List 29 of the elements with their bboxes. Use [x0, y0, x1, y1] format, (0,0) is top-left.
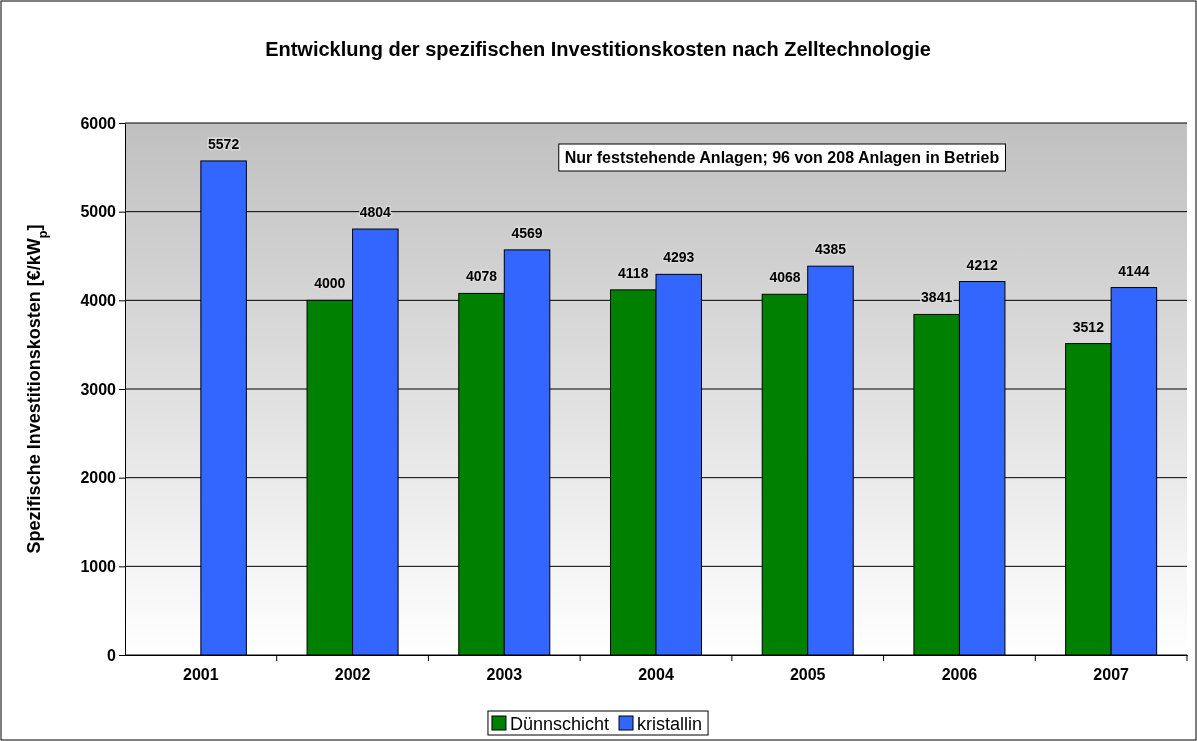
- data-label: 4212: [966, 256, 998, 273]
- y-tick-label: 1000: [80, 557, 117, 575]
- data-label: 4000: [314, 275, 346, 292]
- legend-label: Dünnschicht: [509, 714, 610, 734]
- y-tick-label: 2000: [80, 469, 117, 487]
- x-tick-label: 2007: [1093, 666, 1130, 684]
- y-tick-label: 6000: [80, 114, 117, 132]
- x-tick-label: 2006: [941, 666, 978, 684]
- annotation: Nur feststehende Anlagen; 96 von 208 Anlagen in Betrieb: [564, 149, 1000, 166]
- x-tick-label: 2001: [183, 666, 219, 684]
- chart-title: Entwicklung der spezifischen Investitionskosten nach Zelltechnologie: [265, 38, 931, 60]
- data-label: 4569: [511, 224, 543, 241]
- x-tick-label: 2002: [334, 666, 371, 684]
- x-tick-label: 2003: [486, 666, 523, 684]
- data-label: 3512: [1072, 318, 1105, 335]
- x-tick-label: 2005: [789, 666, 826, 684]
- data-label: 4293: [663, 249, 695, 266]
- legend-label: kristallin: [637, 714, 703, 734]
- data-label: 4144: [1118, 262, 1150, 279]
- y-tick-label: 0: [107, 646, 117, 664]
- x-tick-label: 2004: [638, 666, 674, 684]
- data-label: 4385: [814, 241, 847, 258]
- data-label: 4078: [465, 268, 498, 285]
- data-label: 5572: [208, 135, 240, 152]
- data-label: 4068: [769, 269, 801, 286]
- y-tick-label: 4000: [80, 291, 117, 309]
- y-tick-label: 3000: [80, 380, 117, 398]
- data-label: 4118: [618, 264, 649, 281]
- y-tick-label: 5000: [80, 203, 117, 221]
